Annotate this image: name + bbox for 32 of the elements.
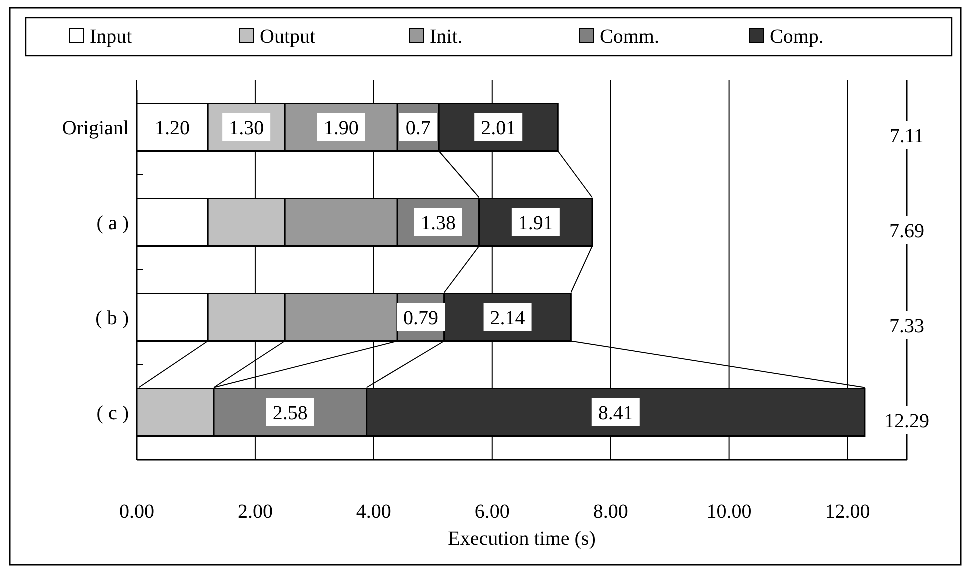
annotation: 7.33 <box>890 316 924 338</box>
data-label: 0.79 <box>404 308 439 330</box>
data-label: 1.38 <box>420 212 456 234</box>
annotation: 12.29 <box>884 410 930 432</box>
x-axis-title: Execution time (s) <box>448 528 596 550</box>
data-label: 2.01 <box>481 118 516 140</box>
x-tick-label: 8.00 <box>593 501 628 523</box>
y-tick-label: ( c ) <box>96 402 129 424</box>
y-tick-label: ( a ) <box>96 212 129 234</box>
data-label: 1.90 <box>324 118 359 140</box>
legend-label: Init. <box>430 26 463 48</box>
data-label: 0.7 <box>406 118 431 140</box>
annotation: 7.11 <box>890 126 924 148</box>
legend-label: Comp. <box>770 26 824 48</box>
y-tick-label: Origianl <box>62 118 130 140</box>
x-tick-label: 2.00 <box>238 501 273 523</box>
y-tick-label: ( b ) <box>96 308 129 330</box>
legend-label: Input <box>90 26 133 48</box>
data-label: 1.30 <box>229 118 264 140</box>
legend-label: Output <box>260 26 316 48</box>
x-tick-label: 12.00 <box>825 501 870 523</box>
data-label: 2.58 <box>272 402 308 424</box>
data-label: 8.41 <box>598 402 634 424</box>
x-tick-label: 10.00 <box>706 501 752 523</box>
annotation: 7.69 <box>890 220 924 242</box>
legend-label: Comm. <box>600 26 660 48</box>
x-tick-label: 0.00 <box>120 501 154 523</box>
data-label: 2.14 <box>490 308 526 330</box>
data-label: 1.91 <box>518 212 554 234</box>
data-label: 1.20 <box>155 118 190 140</box>
x-tick-label: 4.00 <box>356 501 392 523</box>
x-tick-label: 6.00 <box>474 501 510 523</box>
